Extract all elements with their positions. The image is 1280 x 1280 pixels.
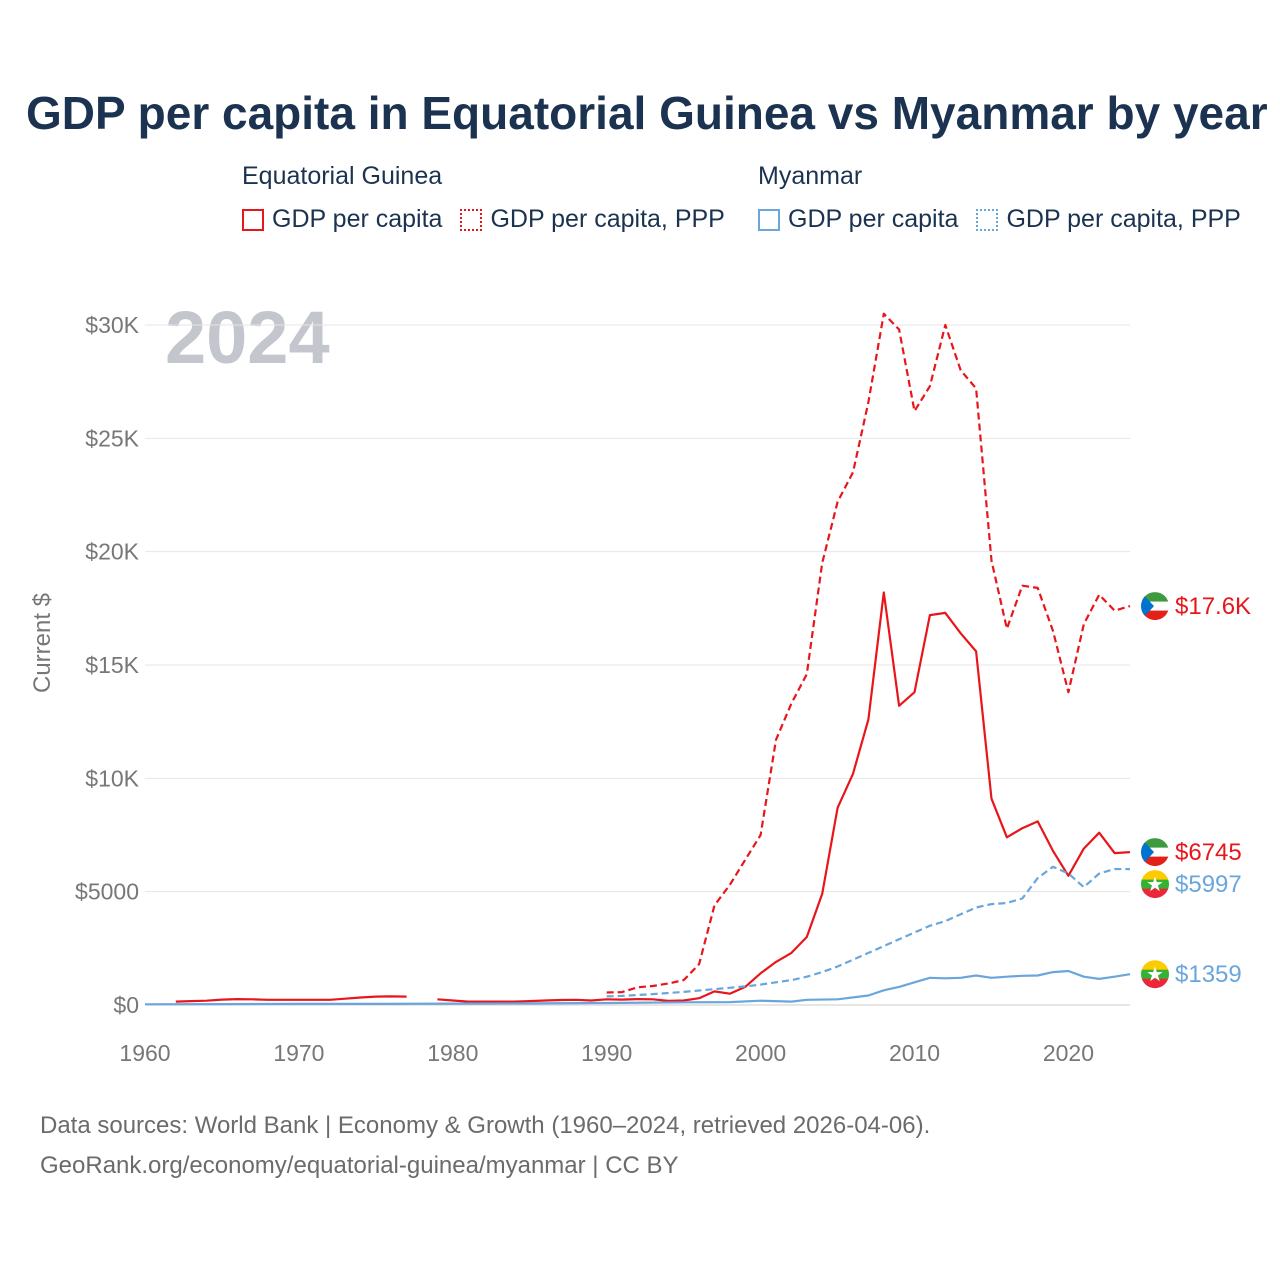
series-end-label: $6745 — [1175, 839, 1242, 866]
flag-band — [1141, 888, 1169, 899]
y-tick-label: $10K — [85, 765, 139, 791]
myanmar-flag-icon: ★ — [1141, 960, 1169, 989]
year-watermark: 2024 — [165, 296, 330, 379]
equatorial-guinea-flag-icon — [1141, 592, 1169, 621]
series-end-label: $5997 — [1175, 871, 1242, 898]
equatorial-guinea-flag-icon — [1141, 838, 1169, 867]
x-tick-label: 2020 — [1043, 1040, 1094, 1066]
flag-band — [1141, 610, 1169, 621]
y-tick-label: $5000 — [75, 879, 139, 905]
legend-group-myanmar: Myanmar GDP per capita GDP per capita, P… — [758, 162, 1259, 234]
legend-item-myanmar-gdp-ppp[interactable]: GDP per capita, PPP — [976, 205, 1241, 234]
legend-swatch — [976, 208, 999, 231]
series-line — [175, 591, 1131, 1003]
legend-item-label: GDP per capita — [272, 205, 443, 233]
x-tick-label: 1990 — [581, 1040, 632, 1066]
y-tick-label: $25K — [85, 425, 139, 451]
y-axis-label: Current $ — [29, 593, 56, 693]
flag-band — [1141, 838, 1169, 849]
x-tick-label: 1970 — [273, 1040, 324, 1066]
legend-group-label: Equatorial Guinea — [242, 162, 443, 190]
legend-swatch — [460, 208, 483, 231]
legend-item-eq-guinea-gdp[interactable]: GDP per capita — [242, 205, 442, 234]
legend-group-label: Myanmar — [758, 162, 863, 190]
flag-star: ★ — [1146, 962, 1164, 986]
chart-title: GDP per capita in Equatorial Guinea vs M… — [26, 87, 1268, 139]
series-line — [144, 969, 1131, 1006]
legend-item-label: GDP per capita, PPP — [1006, 205, 1241, 233]
x-tick-label: 1980 — [427, 1040, 478, 1066]
flag-band — [1141, 870, 1169, 881]
x-tick-label: 2000 — [735, 1040, 786, 1066]
flag-band — [1141, 856, 1169, 867]
flag-band — [1141, 601, 1169, 612]
series-line — [606, 865, 1131, 998]
series-line — [606, 312, 1131, 994]
legend-item-label: GDP per capita — [788, 205, 959, 233]
flag-band — [1141, 978, 1169, 989]
y-tick-label: $20K — [85, 539, 139, 565]
flag-star: ★ — [1146, 872, 1164, 896]
flag-band — [1141, 879, 1169, 890]
legend-item-label: GDP per capita, PPP — [490, 205, 725, 233]
series-end-label: $17.6K — [1175, 593, 1251, 620]
flag-triangle — [1141, 592, 1154, 621]
legend-swatch — [242, 208, 264, 231]
source-caption: Data sources: World Bank | Economy & Gro… — [40, 1106, 930, 1186]
flag-band — [1141, 847, 1169, 858]
flag-triangle — [1141, 838, 1154, 867]
source-line-1: Data sources: World Bank | Economy & Gro… — [40, 1112, 931, 1139]
series-end-label: $1359 — [1175, 961, 1242, 988]
y-tick-label: $30K — [85, 312, 139, 338]
legend-group-equatorial-guinea: Equatorial Guinea GDP per capita GDP per… — [242, 162, 743, 234]
myanmar-flag-icon: ★ — [1141, 870, 1169, 899]
x-tick-label: 2010 — [889, 1040, 940, 1066]
legend-item-eq-guinea-gdp-ppp[interactable]: GDP per capita, PPP — [460, 205, 725, 234]
y-tick-label: $15K — [85, 652, 139, 678]
flag-band — [1141, 969, 1169, 980]
source-line-2[interactable]: GeoRank.org/economy/equatorial-guinea/my… — [40, 1152, 679, 1179]
flag-band — [1141, 592, 1169, 603]
flag-band — [1141, 960, 1169, 971]
y-tick-label: $0 — [113, 992, 139, 1018]
legend-item-myanmar-gdp[interactable]: GDP per capita — [758, 205, 958, 234]
legend-swatch — [758, 208, 780, 231]
x-tick-label: 1960 — [119, 1040, 170, 1066]
